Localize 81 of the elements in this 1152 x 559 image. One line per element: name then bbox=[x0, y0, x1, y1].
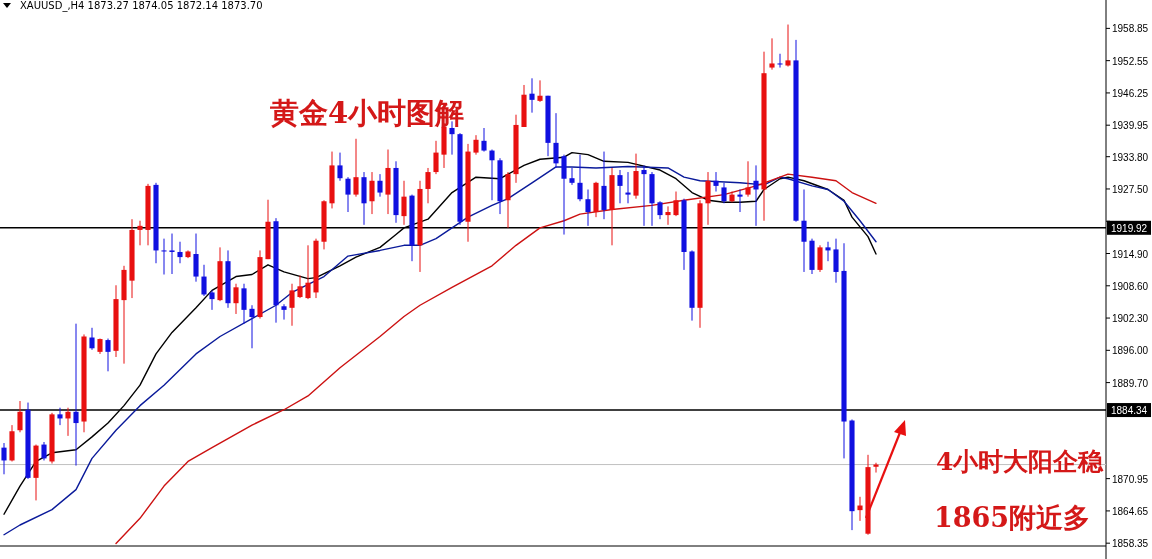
candlestick bbox=[41, 441, 47, 461]
candlestick bbox=[369, 171, 375, 215]
candlestick bbox=[537, 79, 543, 103]
candlestick bbox=[177, 241, 183, 264]
candlestick bbox=[817, 244, 823, 273]
candlestick bbox=[737, 188, 743, 213]
annotation: 4小时大阳企稳 bbox=[936, 447, 1105, 476]
y-tick-label: 1896.00 bbox=[1112, 345, 1149, 357]
candlestick bbox=[673, 191, 679, 217]
ref-line-label: 1919.92 bbox=[1111, 222, 1148, 234]
candlestick bbox=[105, 338, 111, 372]
candlestick bbox=[873, 462, 879, 474]
y-tick-label: 1858.35 bbox=[1112, 538, 1149, 550]
candlestick bbox=[377, 173, 383, 198]
candlestick bbox=[577, 154, 583, 202]
candlestick bbox=[17, 400, 23, 433]
candlestick bbox=[553, 112, 559, 169]
y-tick-label: 1864.65 bbox=[1112, 505, 1149, 517]
candlestick bbox=[705, 171, 711, 226]
candlestick bbox=[617, 169, 623, 204]
y-tick-label: 1939.95 bbox=[1112, 120, 1149, 132]
candlestick bbox=[489, 149, 495, 201]
candlestick bbox=[57, 407, 63, 426]
candlestick bbox=[641, 164, 647, 227]
y-tick-label: 1889.70 bbox=[1112, 377, 1149, 389]
candlestick bbox=[529, 77, 535, 114]
candlestick bbox=[289, 283, 295, 327]
candlestick bbox=[625, 171, 631, 204]
candlestick bbox=[425, 167, 431, 204]
candlestick bbox=[473, 134, 479, 156]
candlestick bbox=[561, 154, 567, 236]
annotation: 1865附近多 bbox=[934, 502, 1091, 533]
candlestick bbox=[193, 233, 199, 283]
candlestick bbox=[337, 152, 343, 182]
candlestick bbox=[825, 241, 831, 262]
ref-line-label: 1884.34 bbox=[1111, 405, 1148, 417]
candlestick bbox=[241, 283, 247, 325]
candlestick bbox=[769, 37, 775, 71]
y-tick-label: 1908.60 bbox=[1112, 280, 1149, 292]
chart-title: XAUUSD_,H4 1873.27 1874.05 1872.14 1873.70 bbox=[20, 0, 263, 12]
y-tick-label: 1870.95 bbox=[1112, 473, 1149, 485]
candlestick bbox=[73, 323, 79, 467]
y-tick-label: 1902.30 bbox=[1112, 313, 1149, 325]
candlestick bbox=[161, 238, 167, 276]
candlestick bbox=[1, 442, 7, 475]
candlestick bbox=[345, 176, 351, 213]
y-tick-label: 1927.50 bbox=[1112, 183, 1149, 195]
y-tick-label: 1958.85 bbox=[1112, 23, 1149, 35]
annotation: 黄金4小时图解 bbox=[269, 96, 465, 130]
candlestick bbox=[753, 164, 759, 227]
candlestick bbox=[569, 167, 575, 186]
candlestick bbox=[745, 160, 751, 198]
y-tick-label: 1952.55 bbox=[1112, 55, 1149, 67]
candlestick bbox=[209, 289, 215, 311]
candlestick bbox=[785, 24, 791, 68]
candlestick bbox=[281, 303, 287, 321]
candlestick bbox=[801, 188, 807, 273]
candlestick bbox=[433, 140, 439, 175]
candlestick bbox=[585, 188, 591, 227]
y-tick-label: 1933.80 bbox=[1112, 151, 1149, 163]
candlestick bbox=[305, 244, 311, 300]
candlestick bbox=[353, 138, 359, 198]
candlestick bbox=[401, 180, 407, 226]
y-tick-label: 1914.90 bbox=[1112, 248, 1149, 260]
candlestick bbox=[137, 220, 143, 246]
y-tick-label: 1946.25 bbox=[1112, 87, 1149, 99]
candlestick bbox=[89, 327, 95, 351]
candlestick bbox=[233, 283, 239, 315]
candlestick bbox=[201, 264, 207, 297]
line-series bbox=[115, 173, 877, 545]
candlestick bbox=[777, 53, 783, 69]
candlestick bbox=[481, 127, 487, 153]
candlestick bbox=[857, 496, 863, 522]
candlestick bbox=[249, 304, 255, 349]
candlestick bbox=[833, 238, 839, 284]
candlestick bbox=[721, 182, 727, 204]
candlestick bbox=[297, 275, 303, 299]
candlestick bbox=[665, 205, 671, 226]
candlestick bbox=[169, 233, 175, 275]
candlestick bbox=[65, 407, 71, 437]
candlestick bbox=[713, 171, 719, 193]
